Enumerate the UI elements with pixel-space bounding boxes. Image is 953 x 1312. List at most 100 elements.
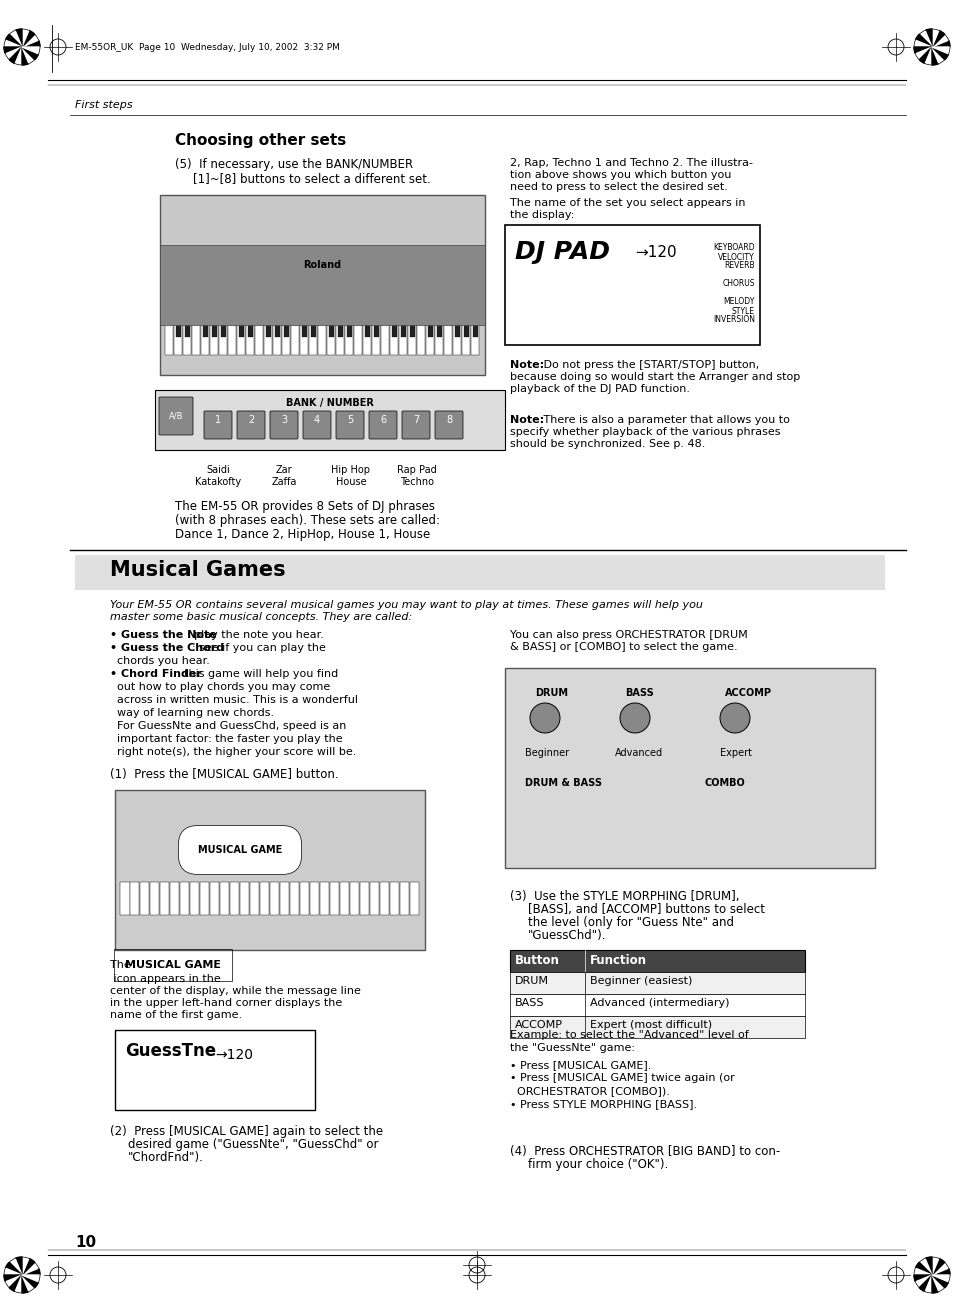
Bar [160,245,484,325]
Bar [264,318,273,356]
Bar [130,882,139,914]
Wedge shape [15,47,22,66]
Wedge shape [931,47,949,54]
Wedge shape [22,47,40,54]
Text: REVERB: REVERB [723,261,754,270]
Bar [427,315,433,337]
Wedge shape [6,1262,22,1275]
Bar [201,318,210,356]
Bar [248,315,253,337]
FancyBboxPatch shape [435,411,462,440]
Text: BASS: BASS [515,998,544,1008]
Bar [291,318,299,356]
Bar [212,315,217,337]
Bar [246,318,254,356]
Wedge shape [22,34,38,47]
Bar [311,315,315,337]
Bar [282,318,291,356]
Bar [220,315,226,337]
Bar [274,315,280,337]
Text: The name of the set you select appears in: The name of the set you select appears i… [510,198,744,209]
Bar [510,1015,804,1038]
Bar [165,318,173,356]
Text: • Press [MUSICAL GAME].: • Press [MUSICAL GAME]. [510,1060,651,1071]
Text: because doing so would start the Arranger and stop: because doing so would start the Arrange… [510,373,800,382]
FancyBboxPatch shape [115,790,424,950]
Text: the display:: the display: [510,210,574,220]
Bar [399,882,409,914]
Bar [327,318,335,356]
Wedge shape [15,29,22,47]
Wedge shape [931,30,943,47]
Bar [115,1030,314,1110]
Text: firm your choice ("OK").: firm your choice ("OK"). [527,1158,667,1172]
Wedge shape [919,1275,931,1291]
Bar [364,315,370,337]
Bar [160,882,170,914]
Text: 1: 1 [214,415,221,425]
Text: Example: to select the "Advanced" level of: Example: to select the "Advanced" level … [510,1030,748,1040]
Bar [192,318,200,356]
Text: KEYBOARD
VELOCITY: KEYBOARD VELOCITY [713,243,754,262]
Wedge shape [22,1275,38,1287]
Text: need to press to select the desired set.: need to press to select the desired set. [510,182,727,192]
Bar [236,318,245,356]
Text: Expert: Expert [720,748,751,758]
Text: DRUM: DRUM [515,976,548,987]
Wedge shape [915,34,931,47]
Text: Musical Games: Musical Games [110,560,285,580]
Wedge shape [22,1262,38,1275]
Text: DRUM & BASS: DRUM & BASS [524,778,601,789]
Text: EM-55OR_UK  Page 10  Wednesday, July 10, 2002  3:32 PM: EM-55OR_UK Page 10 Wednesday, July 10, 2… [75,42,339,51]
Wedge shape [919,47,931,63]
Wedge shape [931,1275,949,1282]
Text: Function: Function [589,954,646,967]
Text: 4: 4 [314,415,319,425]
FancyBboxPatch shape [236,411,265,440]
Wedge shape [931,41,949,47]
Text: For GuessNte and GuessChd, speed is an: For GuessNte and GuessChd, speed is an [110,722,346,731]
Text: A/B: A/B [169,412,183,421]
Text: BANK / NUMBER: BANK / NUMBER [286,398,374,408]
Text: • Chord Finder: • Chord Finder [110,669,202,680]
Wedge shape [931,29,938,47]
Wedge shape [931,1258,943,1275]
Bar [363,318,371,356]
Text: should be synchronized. See p. 48.: should be synchronized. See p. 48. [510,440,704,449]
Text: desired game ("GuessNte", "GuessChd" or: desired game ("GuessNte", "GuessChd" or [128,1138,378,1151]
Bar [350,882,359,914]
Text: GuessTne: GuessTne [125,1042,216,1060]
Bar [398,318,407,356]
Wedge shape [4,47,22,54]
Wedge shape [22,1275,34,1291]
Text: Your EM-55 OR contains several musical games you may want to play at times. Thes: Your EM-55 OR contains several musical g… [110,600,702,610]
Text: name of the first game.: name of the first game. [110,1010,242,1019]
Text: way of learning new chords.: way of learning new chords. [110,708,274,718]
Text: →120: →120 [635,245,676,260]
Text: center of the display, while the message line: center of the display, while the message… [110,987,360,996]
Text: The: The [110,960,134,970]
Text: There is also a parameter that allows you to: There is also a parameter that allows yo… [539,415,789,425]
Wedge shape [4,1269,22,1275]
FancyBboxPatch shape [401,411,430,440]
Text: You can also press ORCHESTRATOR [DRUM: You can also press ORCHESTRATOR [DRUM [510,630,747,640]
Text: : see if you can play the: : see if you can play the [192,643,325,653]
Bar [309,318,317,356]
Text: 2, Rap, Techno 1 and Techno 2. The illustra-: 2, Rap, Techno 1 and Techno 2. The illus… [510,157,752,168]
Bar [390,882,399,914]
Bar [180,882,190,914]
Bar [354,318,362,356]
Bar [317,318,326,356]
Bar [210,882,219,914]
Bar [280,882,289,914]
Text: [1]~[8] buttons to select a different set.: [1]~[8] buttons to select a different se… [193,172,431,185]
Wedge shape [931,34,947,47]
FancyBboxPatch shape [160,195,484,375]
Wedge shape [931,1269,949,1275]
Bar [455,315,459,337]
Wedge shape [22,29,29,47]
Wedge shape [913,1269,931,1275]
Text: "GuessChd").: "GuessChd"). [527,929,606,942]
Bar [185,315,190,337]
Wedge shape [10,1258,22,1275]
